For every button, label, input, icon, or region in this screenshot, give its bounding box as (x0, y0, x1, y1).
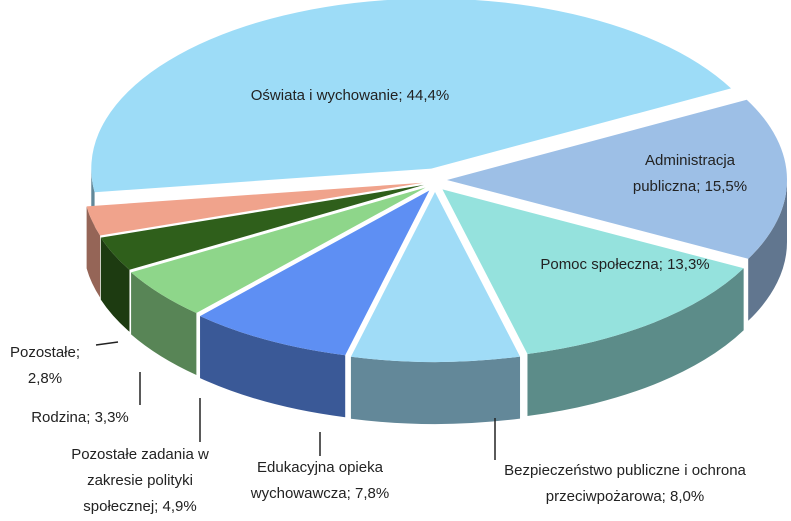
slice-label: Edukacyjna opieka wychowawcza; 7,8% (235, 455, 405, 507)
slice (350, 191, 521, 362)
slice-side (527, 268, 744, 417)
slice-label: Administracja publiczna; 15,5% (615, 148, 765, 200)
slice-label: Pozostałe; 2,8% (0, 340, 95, 392)
slice-label: Pozostałe zadania w zakresie polityki sp… (65, 442, 215, 520)
slice (91, 0, 732, 193)
slice-name: Edukacyjna opieka wychowawcza; (250, 459, 383, 502)
slice-value: 2,8% (27, 370, 63, 387)
slice-name: Pozostałe zadania w zakresie polityki sp… (71, 446, 209, 515)
slice-side (86, 206, 101, 298)
slice (442, 189, 744, 355)
slice-value: 3,3% (94, 409, 129, 426)
slice-side (748, 179, 787, 321)
slice-name: Pomoc społeczna; (540, 256, 663, 273)
slice-side (100, 237, 130, 332)
slice-value: 7,8% (355, 485, 390, 502)
slice-side (350, 356, 521, 424)
slice (200, 190, 430, 356)
slice-value: 8,0% (670, 488, 705, 505)
slice-name: Bezpieczeństwo publiczne i ochrona przec… (504, 462, 746, 505)
slice-value: 15,5% (704, 178, 748, 195)
slice-name: Rodzina; (31, 409, 91, 426)
slice-side (200, 316, 346, 418)
slice-value: 13,3% (667, 256, 710, 273)
slice-label: Bezpieczeństwo publiczne i ochrona przec… (500, 458, 750, 510)
slice-value: 44,4% (406, 87, 450, 104)
slice (131, 187, 426, 314)
slice-side (131, 272, 197, 376)
slice-name: Pozostałe; (9, 344, 81, 361)
slice (100, 184, 425, 270)
slice (86, 182, 424, 236)
slice-label: Rodzina; 3,3% (10, 405, 150, 431)
leader-line (95, 341, 119, 346)
slice-value: 4,9% (162, 498, 197, 515)
slice-label: Oświata i wychowanie; 44,4% (250, 83, 450, 109)
slice-name: Administracja publiczna; (632, 152, 736, 195)
slice-name: Oświata i wychowanie; (250, 87, 403, 104)
slice (446, 99, 787, 259)
slice-label: Pomoc społeczna; 13,3% (540, 252, 710, 278)
